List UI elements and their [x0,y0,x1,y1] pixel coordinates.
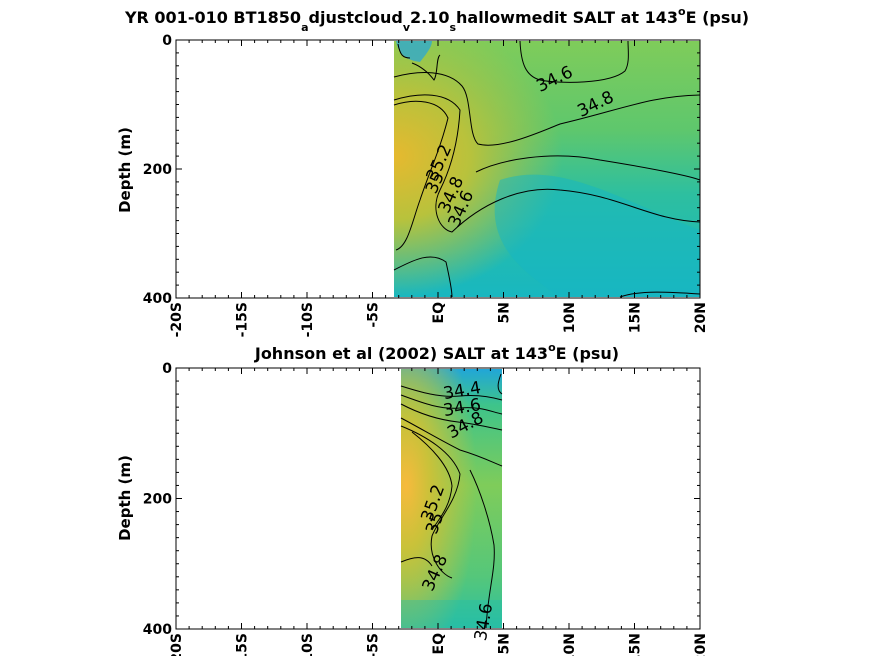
x-tick-label: 5N [497,302,513,323]
x-tick-label: -5S [366,633,382,656]
y-tick-label: 400 [143,622,172,638]
panel-1-field [394,41,700,297]
panel-1-ticks: -20S -15S -10S -5S EQ 5N 10N 15N 20N 0 200 400 [143,33,709,337]
panel-2-contour-labels: 34.4 34.6 34.8 35.2 35 34.8 34.6 [417,378,497,643]
y-tick-label: 0 [162,361,172,377]
x-tick-label: 5N [497,633,513,654]
x-tick-label: EQ [431,633,447,655]
x-tick-label: 15N [628,633,644,656]
x-tick-label: EQ [431,302,447,324]
panel-2-field [401,369,502,628]
panel-2-title: Johnson et al (2002) SALT at 143oE (psu) [254,341,619,363]
panel-2-contours [400,373,503,629]
x-tick-label: -15S [235,633,251,656]
y-tick-label: 0 [162,33,172,49]
x-tick-label: 20N [693,302,709,333]
x-tick-label: -20S [169,633,185,656]
x-tick-label: -10S [300,633,316,656]
panel-1: YR 001-010 BT1850adjustcloudv2.10shallow… [116,5,749,337]
x-tick-label: 15N [628,302,644,333]
x-tick-label: -20S [169,302,185,337]
y-tick-label: 200 [143,492,172,508]
y-tick-label: 200 [143,162,172,178]
x-tick-label: -5S [366,302,382,328]
panel-2-ticks: -20S -15S -10S -5S EQ 5N 10N 15N 20N 0 200 400 [143,361,709,656]
x-tick-label: 10N [562,633,578,656]
panel-2: Johnson et al (2002) SALT at 143oE (psu)… [116,341,709,656]
panel-1-ylabel: Depth (m) [116,127,134,213]
panel-1-title: YR 001-010 BT1850adjustcloudv2.10shallow… [124,5,749,34]
x-tick-label: -15S [235,302,251,337]
y-tick-label: 400 [143,291,172,307]
panel-2-ylabel: Depth (m) [116,455,134,541]
x-tick-label: 10N [562,302,578,333]
x-tick-label: 20N [693,633,709,656]
x-tick-label: -10S [300,302,316,337]
panel-1-contours [393,40,701,298]
